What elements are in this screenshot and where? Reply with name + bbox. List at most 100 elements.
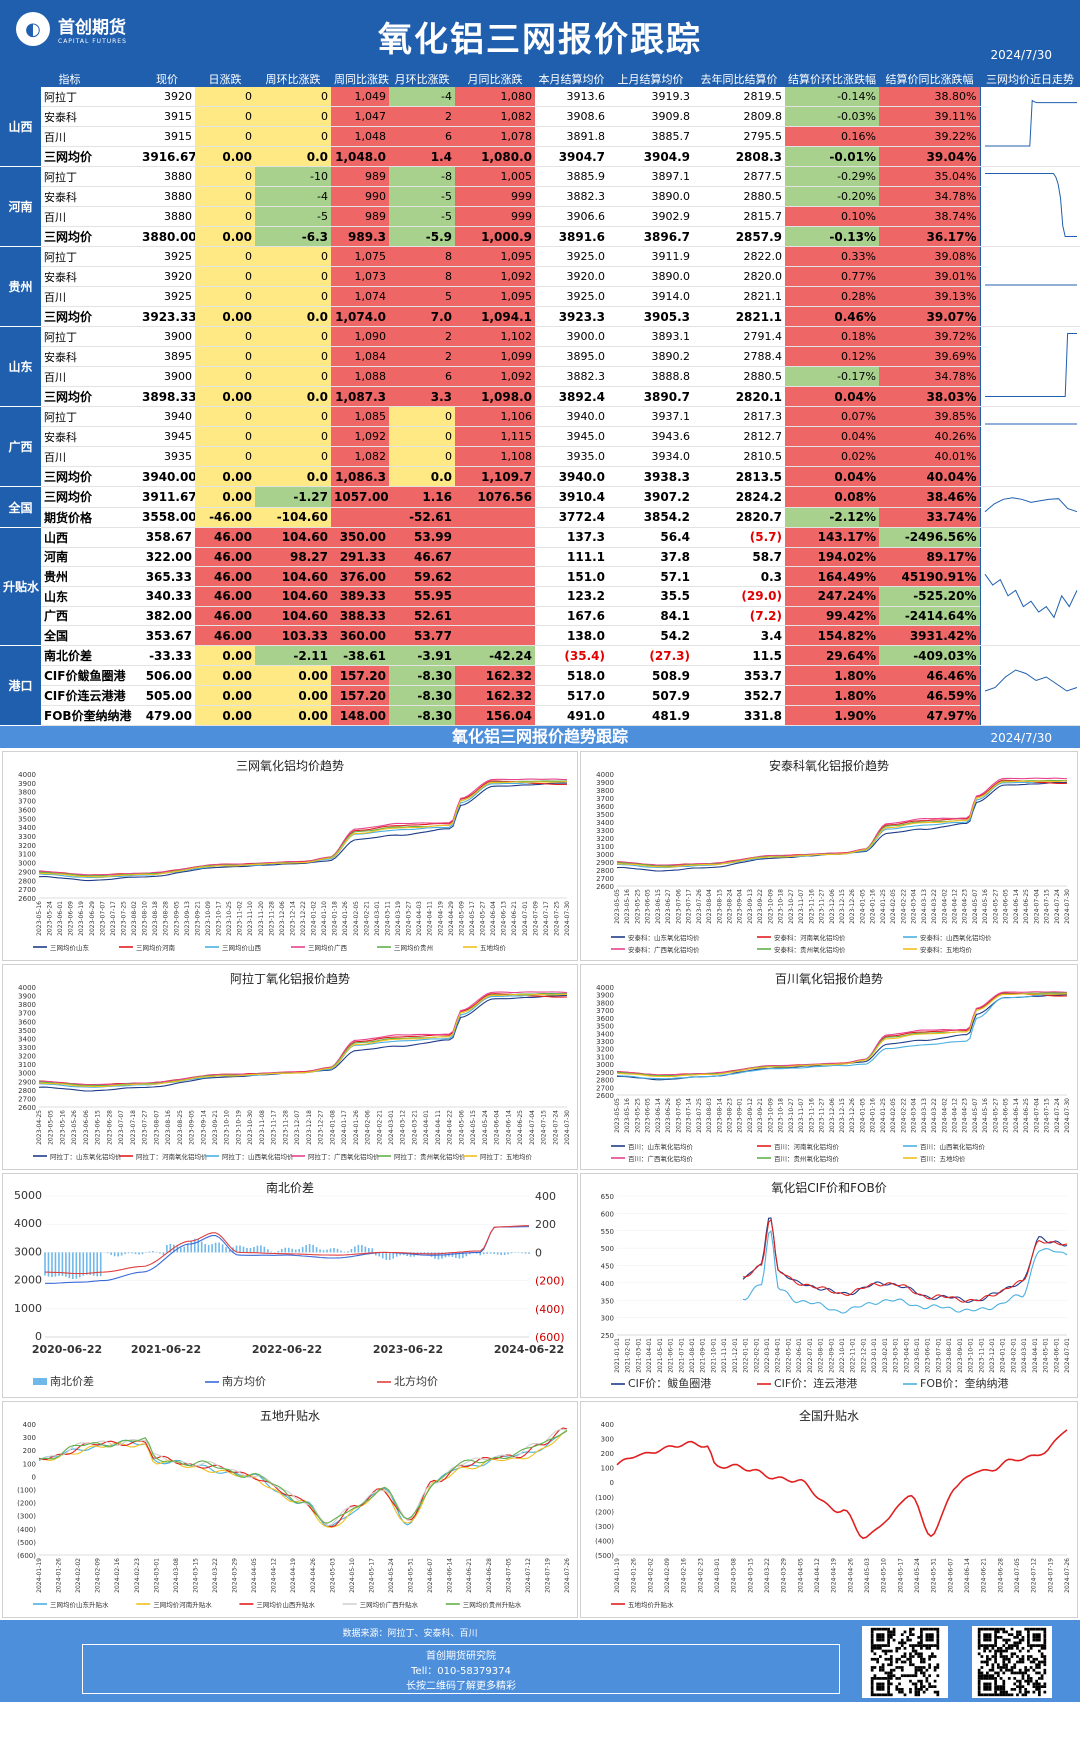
cell-value: 1,074.0 [331, 306, 389, 327]
cell-value: 3910.4 [535, 486, 608, 508]
cell-value: 0.28% [785, 286, 879, 307]
x-tick-label: 2024-04-01 [423, 1110, 430, 1145]
cell-value: -2.12% [785, 507, 879, 528]
qr-module [876, 1644, 880, 1647]
chart-c3: 阿拉丁氧化铝报价趋势 4000 3900 3800 3700 3600 3500 3400 33… [2, 964, 578, 1170]
cell-value: 3913.6 [535, 87, 608, 108]
qr-module [1043, 1671, 1047, 1675]
qr-module [876, 1682, 880, 1686]
qr-module [1027, 1677, 1030, 1680]
bar-mark [47, 1252, 50, 1277]
qr-module [1043, 1636, 1047, 1639]
qr-module [977, 1693, 981, 1697]
qr-module [986, 1685, 989, 1688]
qr-module [909, 1652, 912, 1656]
qr-module [887, 1674, 890, 1678]
qr-module [898, 1687, 901, 1691]
cell-value: 39.04% [879, 146, 980, 167]
qr-module [903, 1652, 907, 1656]
cell-value: 104.60 [255, 586, 331, 607]
qr-code-icon[interactable] [862, 1626, 948, 1698]
cell-value: 1,082 [455, 106, 535, 128]
row-name: 三网均价 [41, 146, 139, 167]
y-tick-label: 5000 [14, 1189, 42, 1202]
cell-value: 0 [255, 406, 331, 427]
qr-module [925, 1636, 929, 1639]
qr-module [1035, 1644, 1038, 1647]
qr-code-icon[interactable] [972, 1626, 1052, 1698]
qr-module [1037, 1663, 1041, 1667]
bar-mark [65, 1252, 67, 1277]
series-line [616, 993, 1068, 1078]
qr-module [903, 1646, 907, 1650]
x-tick-label: 2024-05-10 [349, 1558, 356, 1593]
cell-value: 0.0 [255, 386, 331, 407]
bar-mark [475, 1252, 478, 1254]
bar-mark [166, 1245, 168, 1253]
x-tick-label: 2024-03-12 [400, 1110, 407, 1145]
qr-module [920, 1641, 923, 1645]
y-tick-label: 2600 [18, 1104, 36, 1112]
cell-value: -5 [389, 206, 455, 227]
x-tick-label: 2023-12-18 [306, 1110, 313, 1145]
legend-label: 阿拉丁：山东氧化铝均价 [50, 1152, 122, 1161]
cell-value: 0 [195, 286, 255, 307]
qr-module [928, 1646, 931, 1650]
legend-label: 百川：山西氧化铝均价 [920, 1142, 986, 1151]
cell-value: 8 [389, 246, 455, 267]
y-tick-label: 3100 [596, 843, 614, 851]
row-name: 贵州 [41, 566, 139, 587]
qr-module [986, 1627, 989, 1631]
qr-module [1027, 1638, 1030, 1642]
table-row: 全国 三网均价 3911.67 0.00 -1.27 1057.00 1.16 1076.56… [0, 486, 1080, 528]
qr-module [1035, 1687, 1038, 1691]
bar-mark [392, 1252, 395, 1259]
x-tick-label: 2023-05-16 [36, 901, 43, 936]
qr-module [1032, 1633, 1036, 1637]
qr-module [1005, 1641, 1008, 1645]
series-line [44, 1225, 529, 1275]
cell-value: -0.17% [785, 366, 879, 387]
cell-value: 56.4 [608, 527, 693, 548]
cell-value: 39.11% [879, 106, 980, 128]
cell-value: 0 [389, 446, 455, 467]
qr-module [1040, 1646, 1044, 1650]
y-tick-label: 200 [601, 1450, 614, 1458]
qr-module [928, 1674, 931, 1678]
y-tick-label: 2700 [18, 886, 36, 894]
qr-module [991, 1646, 995, 1650]
cell-value: 3915 [139, 126, 195, 148]
qr-module [873, 1657, 877, 1661]
qr-module [920, 1682, 923, 1686]
bar-mark [479, 1252, 482, 1256]
qr-module [925, 1638, 929, 1642]
x-tick-label: 2024-04-12 [952, 889, 959, 924]
column-header: 本月结算均价 [535, 71, 608, 87]
region-label: 河南 [0, 166, 41, 247]
cell-value: 3893.1 [608, 326, 693, 347]
qr-module [928, 1657, 931, 1661]
bar-mark [79, 1252, 81, 1278]
bar-mark [395, 1252, 398, 1257]
x-tick-label: 2023-08-23 [727, 1098, 734, 1133]
qr-module [930, 1627, 934, 1631]
x-tick-label: 2024-03-04 [911, 1098, 918, 1133]
cell-value: 3935.0 [535, 446, 608, 467]
x-tick-label: 2024-05-03 [329, 1558, 336, 1593]
row-name: 山东 [41, 586, 139, 607]
legend-label: 三网均价广西 [308, 943, 348, 952]
qr-module [988, 1674, 992, 1678]
qr-module [917, 1693, 921, 1697]
bar-mark [350, 1249, 353, 1253]
x-tick-label: 2022-11-01 [850, 1338, 857, 1373]
qr-module [1002, 1693, 1006, 1697]
x-tick-label: 2021-11-01 [721, 1338, 728, 1373]
cell-value: 123.2 [535, 586, 608, 607]
cell-value: 99.42% [785, 606, 879, 627]
qr-module [884, 1652, 888, 1656]
x-tick-label: 2023-11-28 [282, 1110, 289, 1145]
bar-mark [430, 1252, 433, 1257]
qr-module [876, 1687, 880, 1691]
y-tick-label: 550 [601, 1228, 614, 1236]
x-tick-label: 2024-03-08 [731, 1558, 738, 1593]
